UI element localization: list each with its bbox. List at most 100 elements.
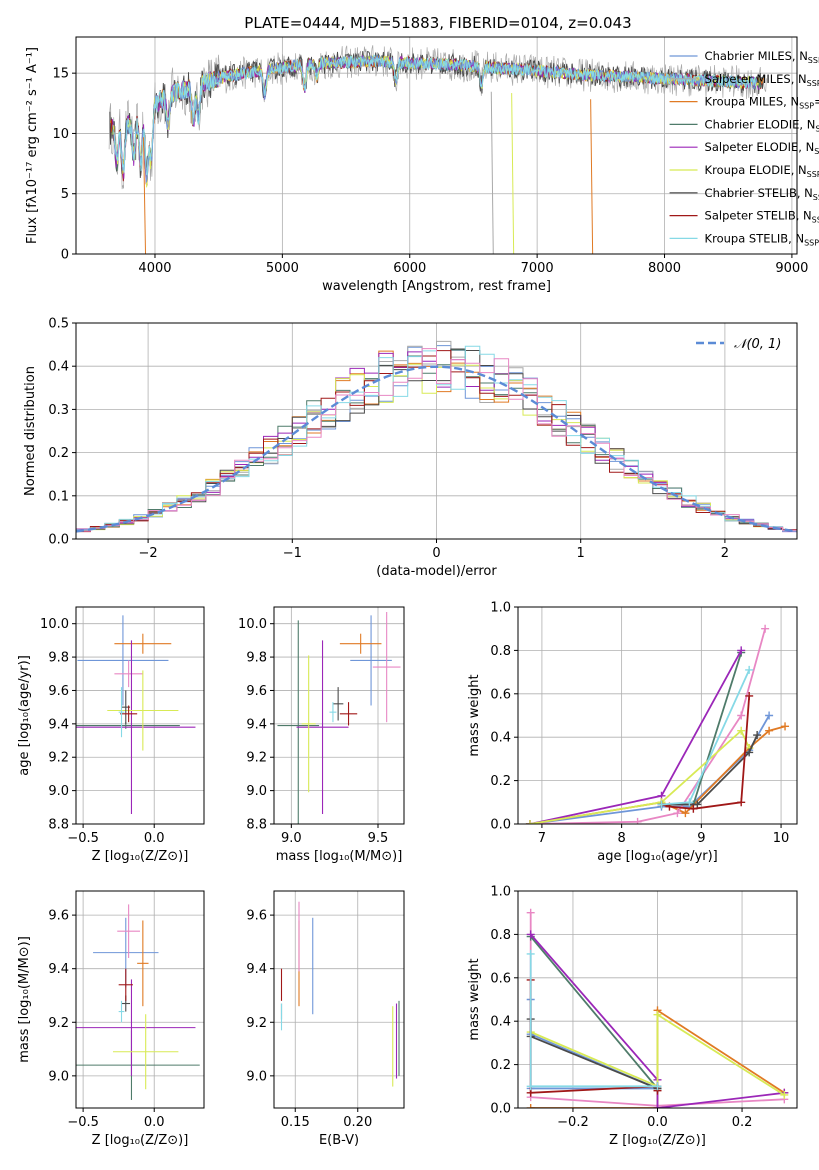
legend-sub: SSP — [807, 79, 819, 88]
axes-frame — [273, 890, 405, 1109]
x-tick-label: 0.15 — [281, 1115, 310, 1130]
weight-marker — [526, 930, 535, 939]
weight-series-salp_stelib — [529, 980, 659, 1094]
legend-entry: Chabrier MILES, NSSP=6 — [705, 49, 819, 65]
weight-marker — [780, 1090, 789, 1099]
weight-marker — [737, 711, 746, 720]
legend-sub: SSP — [799, 102, 814, 111]
y-tick-label: 0.3 — [48, 403, 69, 418]
weight-marker — [526, 949, 535, 958]
weight-marker — [745, 665, 754, 674]
panel-mass-vs-EBV: 0.15 0.20 9.0 9.2 9.4 9.6 E(B-V) — [246, 890, 405, 1148]
legend-label: Kroupa STELIB, N — [705, 231, 805, 245]
plot-area — [526, 908, 789, 1108]
y-axis-label: age [log₁₀(age/yr)] — [17, 655, 32, 776]
legend-label: Salpeter MILES, N — [705, 72, 807, 86]
y-tick-label: 0.8 — [490, 928, 511, 943]
plot-area — [76, 615, 196, 814]
data-point — [117, 904, 140, 958]
y-tick-label: 0 — [61, 248, 69, 263]
legend-entry: Salpeter STELIB, NSSP=6 — [705, 209, 819, 225]
y-tick-label: 0.2 — [48, 446, 69, 461]
y-tick-label: 0.2 — [490, 774, 511, 789]
y-tick-label: 10 — [52, 127, 69, 142]
panel-age-vs-Z: −0.5 0.0 8.8 9.0 9.2 9.4 9.6 9.8 10.0 Z [log₁₀(Z/… — [17, 606, 205, 864]
y-tick-label: 0.4 — [48, 360, 69, 375]
x-axis-label: E(B-V) — [319, 1133, 359, 1148]
x-tick-label: 8 — [617, 831, 625, 846]
plot-area — [277, 612, 401, 824]
y-tick-label: 9.6 — [246, 909, 267, 924]
data-point — [114, 660, 143, 688]
legend-sub: SSP — [814, 147, 819, 156]
y-tick-label: 0.8 — [490, 644, 511, 659]
legend-label: Chabrier STELIB, N — [705, 186, 813, 200]
y-tick-label: 9.4 — [48, 962, 69, 977]
legend-sub: SSP — [813, 193, 819, 202]
y-tick-label: 0.6 — [490, 971, 511, 986]
weight-marker — [653, 1104, 662, 1108]
weight-marker — [526, 908, 535, 917]
weight-marker — [633, 817, 642, 824]
x-tick-label: 4000 — [138, 261, 171, 276]
y-tick-label: 8.8 — [246, 818, 267, 833]
data-point — [339, 633, 382, 654]
legend-label: Kroupa ELODIE, N — [705, 163, 807, 177]
legend-entry: Chabrier ELODIE, NSSP=4 — [705, 117, 819, 133]
legend-sub: SSP — [804, 238, 819, 247]
x-tick-label: 0.0 — [144, 831, 165, 846]
y-tick-label: 15 — [52, 67, 69, 82]
legend-sub: SSP — [807, 170, 819, 179]
plot-area — [280, 901, 400, 1087]
y-tick-label: 0.4 — [490, 1015, 511, 1030]
y-axis-label: mass [log₁₀(M/M⊙)] — [17, 936, 32, 1063]
y-axis-label: mass weight — [467, 674, 482, 756]
data-point — [120, 705, 138, 723]
weight-marker — [526, 1082, 535, 1091]
y-tick-label: 9.4 — [48, 717, 69, 732]
weight-series-chab_miles — [529, 715, 770, 824]
panel-mass-weight-vs-Z: −0.2 0.0 0.2 0.0 0.2 0.4 0.6 0.8 1.0 Z [log₁₀(Z/Z… — [467, 885, 798, 1148]
y-tick-label: 9.0 — [48, 784, 69, 799]
data-point — [76, 979, 196, 1076]
weight-marker — [653, 1010, 662, 1019]
y-tick-label: 9.2 — [246, 751, 267, 766]
y-tick-label: 0.2 — [490, 1058, 511, 1073]
y-tick-label: 9.8 — [48, 651, 69, 666]
data-point — [76, 640, 196, 814]
x-tick-label: 7000 — [521, 261, 554, 276]
weight-series-pink — [529, 628, 766, 824]
y-tick-label: 9.0 — [246, 1069, 267, 1084]
legend-label: Chabrier ELODIE, N — [705, 117, 816, 131]
weight-marker — [737, 646, 746, 655]
spectrum-dropout — [511, 93, 515, 254]
x-tick-label: 0.2 — [732, 1115, 753, 1130]
data-point — [296, 640, 349, 814]
weight-marker — [673, 809, 682, 818]
x-axis-label: (data-model)/error — [376, 564, 497, 579]
y-tick-label: 1.0 — [490, 601, 511, 616]
x-tick-label: 1 — [577, 546, 585, 561]
weight-marker — [765, 726, 774, 735]
weight-marker — [693, 800, 702, 809]
legend-entry: Kroupa MILES, NSSP=6 — [705, 95, 819, 111]
legend-label: Salpeter STELIB, N — [705, 209, 812, 223]
data-point — [118, 968, 133, 1001]
legend-entry: Kroupa STELIB, NSSP=4 — [705, 231, 819, 247]
x-tick-label: 10 — [773, 831, 790, 846]
y-axis-label: mass weight — [467, 958, 482, 1040]
panel-residuals: −2 −1 0 1 2 0.0 0.1 0.2 0.3 0.4 0.5 (data-model)/er… — [23, 317, 798, 579]
x-axis-label: Z [log₁₀(Z/Z⊙)] — [92, 849, 189, 864]
y-tick-label: 0.0 — [48, 533, 69, 548]
x-axis-label: age [log₁₀(age/yr)] — [597, 849, 718, 864]
y-tick-label: 1.0 — [490, 885, 511, 900]
y-tick-label: 0.0 — [490, 818, 511, 833]
y-tick-label: 9.4 — [246, 962, 267, 977]
x-tick-label: 9000 — [775, 261, 808, 276]
spectrum-line-chab_elodie — [111, 54, 762, 177]
weight-marker — [525, 820, 534, 824]
figure-title: PLATE=0444, MJD=51883, FIBERID=0104, z=0… — [244, 14, 631, 32]
weight-marker — [689, 804, 698, 813]
x-axis-label: Z [log₁₀(Z/Z⊙)] — [92, 1133, 189, 1148]
data-point — [118, 1000, 125, 1023]
